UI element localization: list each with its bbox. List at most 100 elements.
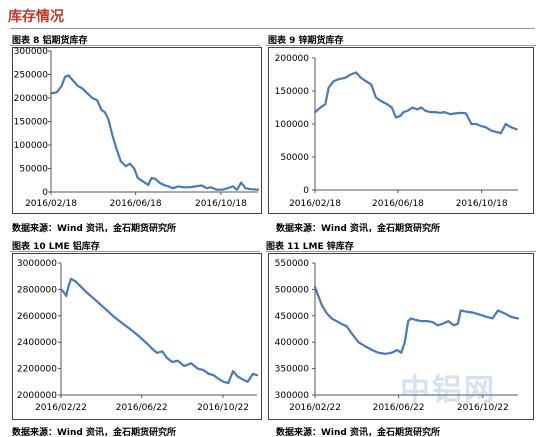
data-point [316,293,319,296]
data-point [364,80,367,82]
data-point [429,111,432,114]
data-point [67,285,70,288]
y-tick-label: 50000 [280,153,309,163]
panel-title-zinc-futures: 图表 9 锌期货库存 [268,36,344,46]
data-point [161,350,164,353]
data-point [464,112,467,115]
data-point [321,304,323,307]
data-point [420,106,423,109]
data-point [438,111,441,114]
data-point [517,317,519,320]
data-point [208,372,210,375]
y-tick-label: 2600000 [17,312,57,322]
data-point [80,285,82,288]
data-point [504,123,507,125]
data-point [386,103,388,106]
data-point [491,317,494,320]
data-point [338,78,340,81]
x-tick-label: 2016/10/18 [456,199,508,209]
data-point [420,320,423,322]
y-tick-label: 2000000 [17,391,57,401]
x-tick-label: 2016/10/18 [195,199,247,209]
data-point [115,148,118,151]
data-point [314,111,316,114]
data-point [470,123,473,125]
data-point [150,177,153,179]
data-point [130,329,133,332]
data-point [246,380,249,383]
data-point [472,311,475,314]
y-tick-label: 500000 [275,285,310,295]
data-point [183,365,186,367]
data-point [340,322,343,325]
data-point [65,295,68,297]
data-point [171,361,174,363]
data-point [400,351,403,354]
data-point [177,185,180,188]
data-point [227,382,230,385]
data-point [510,126,513,129]
data-point [62,291,65,293]
data-point [403,341,406,344]
data-point [97,301,100,304]
data-point [454,112,457,115]
data-point [171,187,174,190]
data-point [314,285,316,288]
data-point [384,352,387,355]
data-point [140,179,143,182]
y-tick-label: 50000 [19,165,48,175]
data-point [360,76,362,79]
data-point [425,320,428,322]
data-point [332,80,335,82]
data-point [479,313,481,316]
panel-divider [10,45,260,46]
data-point [357,341,360,344]
data-point [371,349,374,352]
data-point [416,108,419,111]
data-point [151,347,154,350]
panel-title-lme-aluminum: 图表 10 LME 铝库存 [12,242,100,252]
data-point [60,288,62,291]
data-point [256,374,258,377]
data-point [210,186,213,189]
source-note: 数据来源：Wind 资讯，金石期货研究所 [276,224,440,234]
y-tick-label: 150000 [275,87,310,97]
data-point [91,296,94,299]
data-point [166,357,168,359]
data-point [129,162,131,165]
data-point [74,280,77,283]
data-point [443,111,446,114]
data-point [399,115,401,117]
top-divider [10,28,535,29]
data-point [206,187,208,190]
y-tick-label: 400000 [275,338,310,348]
data-point [120,160,122,163]
data-point [431,321,434,324]
data-point [344,76,347,79]
source-note: 数据来源：Wind 资讯，金石期货研究所 [12,224,176,234]
data-point [447,320,450,322]
data-point [351,333,354,336]
data-point [457,322,459,325]
data-point [104,308,107,311]
data-point [241,378,244,381]
data-point [122,322,124,325]
y-tick-label: 200000 [275,54,310,64]
data-point [250,188,252,191]
data-point [146,342,148,345]
source-note: 数据来源：Wind 资讯，金石期货研究所 [276,428,440,437]
x-tick-label: 2016/06/22 [373,403,425,413]
data-point [484,126,487,129]
panel-divider [10,251,260,252]
data-point [200,184,203,187]
data-point [437,324,439,327]
data-point [510,315,512,318]
y-tick-label: 100000 [275,120,310,130]
data-point [252,372,254,375]
data-point [257,188,259,191]
data-point [124,165,127,168]
data-point [100,108,103,111]
x-tick-label: 2016/06/18 [110,199,162,209]
y-tick-label: 250000 [14,71,49,81]
